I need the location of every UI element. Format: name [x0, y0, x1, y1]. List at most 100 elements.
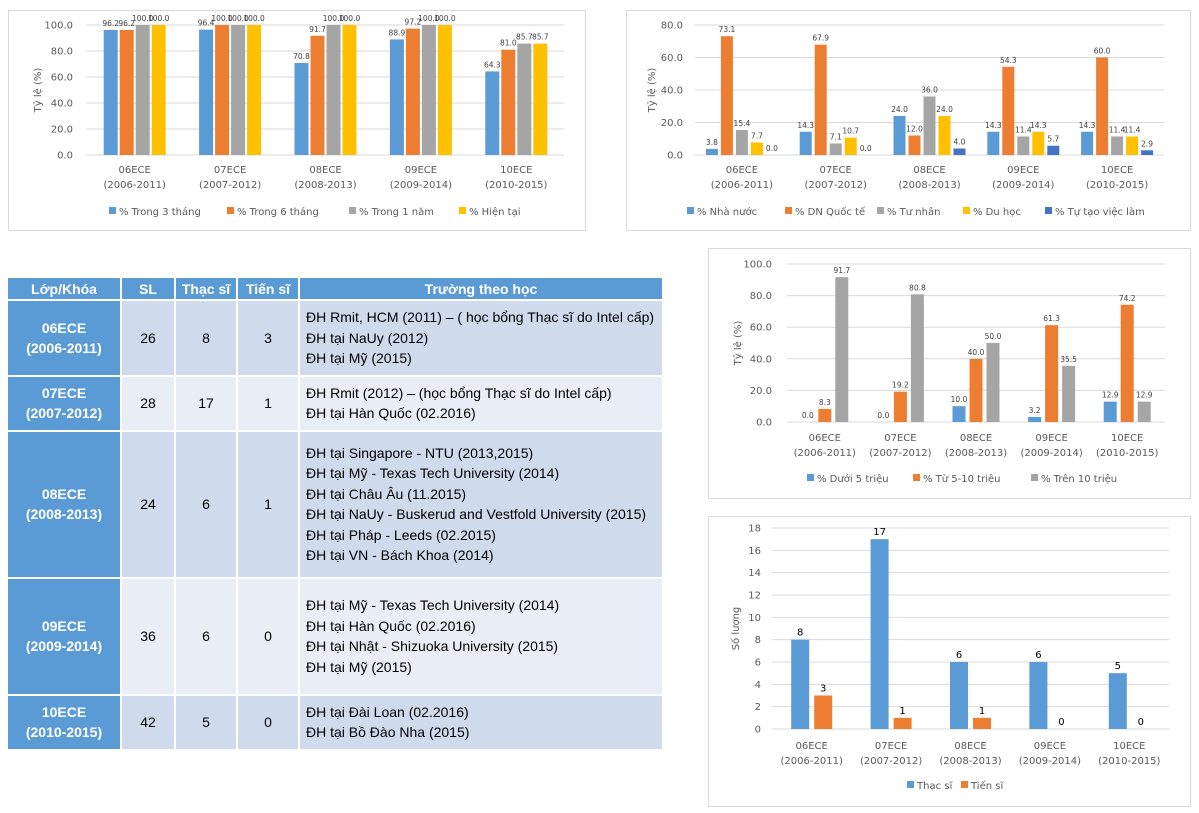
x-category-label: 08ECE	[309, 165, 341, 176]
legend-label: % Hiện tại	[469, 206, 520, 218]
legend-label: % Trong 6 tháng	[237, 206, 319, 218]
data-label: 96.4	[198, 19, 215, 28]
data-label: 6	[1035, 650, 1041, 661]
data-label: 2.9	[1141, 139, 1153, 148]
legend-swatch	[1031, 474, 1038, 481]
data-label: 100.0	[418, 14, 440, 23]
legend-swatch	[907, 781, 914, 788]
bar-trong-6-th-ng	[405, 28, 420, 155]
legend-swatch	[459, 207, 466, 214]
legend-swatch	[877, 207, 884, 214]
cell-lop-khoa: 09ECE (2009-2014)	[8, 578, 120, 694]
y-tick-label: 0.0	[756, 418, 772, 429]
legend-swatch	[963, 207, 970, 214]
bar-nh-n-c	[1081, 131, 1094, 155]
bar-hi-n-t-i	[437, 25, 452, 155]
x-category-years: (2008-2013)	[898, 180, 960, 191]
bar-t-5-10-tri-u	[893, 391, 907, 422]
bar-t-nh-n	[735, 129, 748, 155]
chart-employment-rate: 0.0 20.0 40.0 60.0 80.0 100.0 Tỷ lệ (%) 06ECE (2…	[8, 10, 586, 231]
bar-th-c-s	[1108, 673, 1127, 729]
class-name: 09ECE	[41, 618, 87, 634]
y-tick-label: 20.0	[51, 125, 73, 136]
legend-swatch	[349, 207, 356, 214]
bar-t-5-10-tri-u	[969, 358, 983, 422]
bar-du-h-c	[1032, 131, 1045, 155]
data-label: 100.0	[132, 14, 154, 23]
y-tick-label: 80.0	[661, 21, 683, 32]
y-axis-label: Số lượng	[730, 607, 742, 651]
header-tien-si: Tiến sĩ	[238, 278, 298, 299]
bar-hi-n-t-i	[342, 25, 357, 155]
x-category-label: 06ECE	[119, 165, 151, 176]
y-tick-label: 8	[755, 635, 761, 646]
table-row: 09ECE (2009-2014) 36 6 0 ĐH tại Mỹ - Texas Te…	[8, 578, 662, 694]
data-label: 0.0	[766, 144, 778, 153]
cell-lop-khoa: 08ECE (2008-2013)	[8, 431, 120, 577]
legend-label: % Từ 5-10 triệu	[923, 473, 1000, 485]
class-name: 06ECE	[41, 319, 87, 336]
class-years: (2008-2013)	[25, 506, 103, 522]
data-label: 8.3	[819, 398, 831, 407]
y-tick-label: 60.0	[51, 73, 73, 84]
cell-schools: ĐH tại Singapore - NTU (2013,2015) ĐH tại…	[300, 431, 662, 577]
legend-label: % Trong 3 tháng	[119, 206, 201, 218]
data-label: 100.0	[339, 14, 361, 23]
bar-dn-qu-c-t	[720, 36, 733, 155]
data-label: 91.7	[833, 266, 850, 275]
cell-sl: 24	[122, 431, 174, 577]
data-label: 60.0	[1094, 47, 1111, 56]
bar-trong-6-th-ng	[310, 35, 325, 155]
bar-ti-n-s	[814, 695, 833, 729]
cell-lop-khoa: 10ECE (2010-2015)	[8, 695, 120, 749]
data-label: 14.3	[1079, 121, 1096, 130]
y-tick-label: 80.0	[750, 291, 772, 302]
bar-dn-qu-c-t	[908, 135, 921, 155]
school-entry: ĐH tại Đài Loan (02.2016)	[306, 703, 469, 720]
class-name: 10ECE	[41, 704, 87, 720]
school-entry: ĐH tại Mỹ - Texas Tech University (2014)	[306, 597, 560, 613]
bar-trong-1-n-m	[421, 25, 436, 155]
cell-lop-khoa: 07ECE (2007-2012)	[8, 376, 120, 430]
y-tick-label: 6	[755, 658, 761, 669]
table-row: 08ECE (2008-2013) 24 6 1 ĐH tại Singapore - N…	[8, 431, 662, 577]
x-category-label: 09ECE	[405, 165, 437, 176]
x-category-years: (2008-2013)	[945, 448, 1007, 459]
x-category-label: 08ECE	[954, 741, 986, 752]
school-entry: ĐH tại VN - Bách Khoa (2014)	[306, 547, 494, 563]
bar-t-5-10-tri-u	[1045, 325, 1059, 422]
legend-swatch	[785, 207, 792, 214]
bar-du-h-c	[844, 137, 857, 155]
legend-label: Tiến sĩ	[970, 780, 1003, 792]
school-entry: ĐH tại Singapore - NTU (2013,2015)	[306, 444, 534, 461]
y-tick-label: 2	[755, 702, 761, 713]
bar-d-i-5-tri-u	[952, 406, 966, 422]
x-category-years: (2009-2014)	[390, 180, 452, 191]
chart-salary-range: 0.0 20.0 40.0 60.0 80.0 100.0 Tỷ lệ (%) 06ECE (2…	[708, 248, 1191, 499]
bar-t-t-o-vi-c-l-m	[953, 148, 966, 155]
bar-nh-n-c	[799, 131, 812, 155]
data-label: 15.4	[734, 119, 751, 128]
legend-swatch	[687, 207, 694, 214]
bar-trong-6-th-ng	[215, 25, 230, 155]
data-label: 24.0	[936, 105, 953, 114]
bar-t-nh-n	[923, 96, 936, 155]
data-label: 7.1	[830, 132, 842, 141]
data-label: 100.0	[243, 14, 265, 23]
cell-thac-si: 6	[176, 578, 236, 694]
bar-hi-n-t-i	[247, 25, 262, 155]
class-years: (2010-2015)	[25, 724, 103, 740]
data-label: 88.9	[389, 28, 406, 37]
data-label: 11.4	[1015, 125, 1032, 134]
chart-employer-type: 0.0 20.0 40.0 60.0 80.0 Tỷ lệ (%) 06ECE (2006-2…	[626, 10, 1191, 231]
school-entry: ĐH tại Hàn Quốc (02.2016)	[306, 405, 476, 421]
x-category-label: 07ECE	[820, 165, 852, 176]
bar-trong-1-n-m	[517, 43, 532, 156]
header-thac-si: Thạc sĩ	[176, 278, 236, 299]
bar-du-h-c	[750, 142, 763, 155]
x-category-label: 08ECE	[960, 433, 992, 444]
bar-dn-qu-c-t	[1096, 57, 1109, 155]
y-axis-label: Tỷ lệ (%)	[732, 321, 744, 367]
data-label: 40.0	[968, 348, 985, 357]
x-category-label: 09ECE	[1034, 741, 1066, 752]
